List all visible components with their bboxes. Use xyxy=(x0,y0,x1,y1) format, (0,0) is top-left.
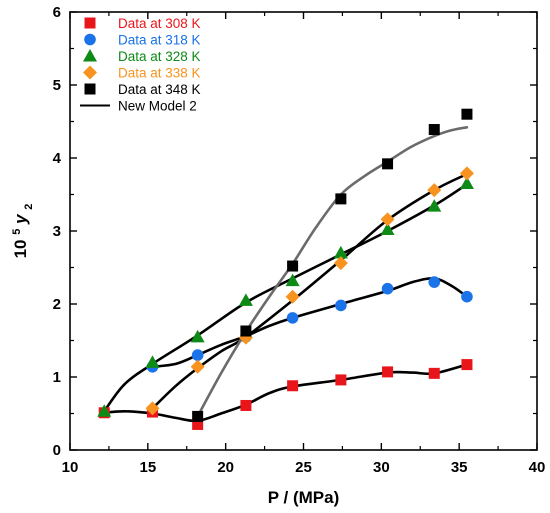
data-point xyxy=(192,410,204,422)
legend-marker xyxy=(84,83,96,95)
x-tick-label: 25 xyxy=(295,459,312,476)
data-point xyxy=(145,355,160,368)
x-tick-label: 35 xyxy=(451,459,468,476)
legend-label: Data at 348 K xyxy=(118,82,201,97)
y-axis-title-subscript: 2 xyxy=(23,204,35,210)
legend-label: Data at 328 K xyxy=(118,49,201,64)
data-point xyxy=(287,380,299,392)
data-point xyxy=(335,374,347,386)
data-point xyxy=(145,401,160,416)
data-point xyxy=(382,366,394,378)
y-axis-title-exponent: 5 xyxy=(11,229,23,235)
x-tick-label: 20 xyxy=(217,459,234,476)
data-markers xyxy=(97,108,474,430)
x-tick-label: 30 xyxy=(373,459,390,476)
legend-label: Data at 308 K xyxy=(118,16,201,31)
legend-marker xyxy=(83,49,97,62)
data-point xyxy=(459,176,474,190)
data-point xyxy=(427,199,442,212)
data-point xyxy=(427,183,442,198)
data-point xyxy=(335,299,347,312)
y-tick-label: 4 xyxy=(53,150,62,167)
data-point xyxy=(428,124,440,136)
data-point xyxy=(286,312,299,324)
data-point xyxy=(192,418,204,430)
data-point xyxy=(380,212,395,227)
data-point xyxy=(190,359,205,374)
data-point xyxy=(240,325,252,337)
y-axis-title-variable: y xyxy=(11,213,30,225)
data-point xyxy=(97,404,112,417)
legend-marker xyxy=(83,65,97,80)
data-point xyxy=(333,256,348,271)
y-tick-label: 6 xyxy=(53,4,61,21)
y-tick-label: 2 xyxy=(53,296,61,313)
legend-label: Data at 318 K xyxy=(118,33,201,48)
data-point xyxy=(380,222,395,236)
tick-labels: 10 15 20 25 30 35 40 0 1 2 3 4 5 6 xyxy=(53,4,546,476)
y-tick-label: 1 xyxy=(53,369,61,386)
legend-label: New Model 2 xyxy=(118,99,197,114)
data-point xyxy=(428,367,440,379)
y-tick-label: 3 xyxy=(53,223,61,240)
axis-ticks xyxy=(69,11,538,451)
model-curve xyxy=(151,172,469,410)
data-point xyxy=(333,245,348,259)
x-axis-title: P / (MPa) xyxy=(268,488,339,507)
data-point xyxy=(382,158,394,170)
legend-label: Data at 338 K xyxy=(118,66,201,81)
x-tick-label: 15 xyxy=(139,459,156,476)
series-markers xyxy=(145,166,474,416)
data-point xyxy=(335,193,347,205)
data-point xyxy=(285,289,300,304)
data-point xyxy=(428,276,441,288)
series-markers xyxy=(97,176,474,417)
y-axis-title-prefix: 10 xyxy=(11,240,30,259)
data-point xyxy=(238,293,253,306)
data-point xyxy=(240,399,252,411)
data-point xyxy=(459,166,474,181)
y-tick-label: 5 xyxy=(53,77,61,94)
data-point xyxy=(461,359,473,371)
legend-marker xyxy=(84,33,96,46)
data-point xyxy=(285,273,300,287)
x-tick-label: 40 xyxy=(529,459,546,476)
legend-marker xyxy=(84,17,96,29)
x-tick-label: 10 xyxy=(62,459,79,476)
data-point xyxy=(191,349,204,361)
y-tick-label: 0 xyxy=(53,442,61,459)
data-point xyxy=(287,260,299,272)
data-point xyxy=(190,329,205,343)
data-point xyxy=(461,108,473,120)
series-markers xyxy=(192,108,473,422)
data-point xyxy=(461,290,473,303)
model-curve xyxy=(102,183,469,413)
data-point xyxy=(381,282,394,295)
y-axis-title: 10 5 y 2 xyxy=(11,204,35,259)
